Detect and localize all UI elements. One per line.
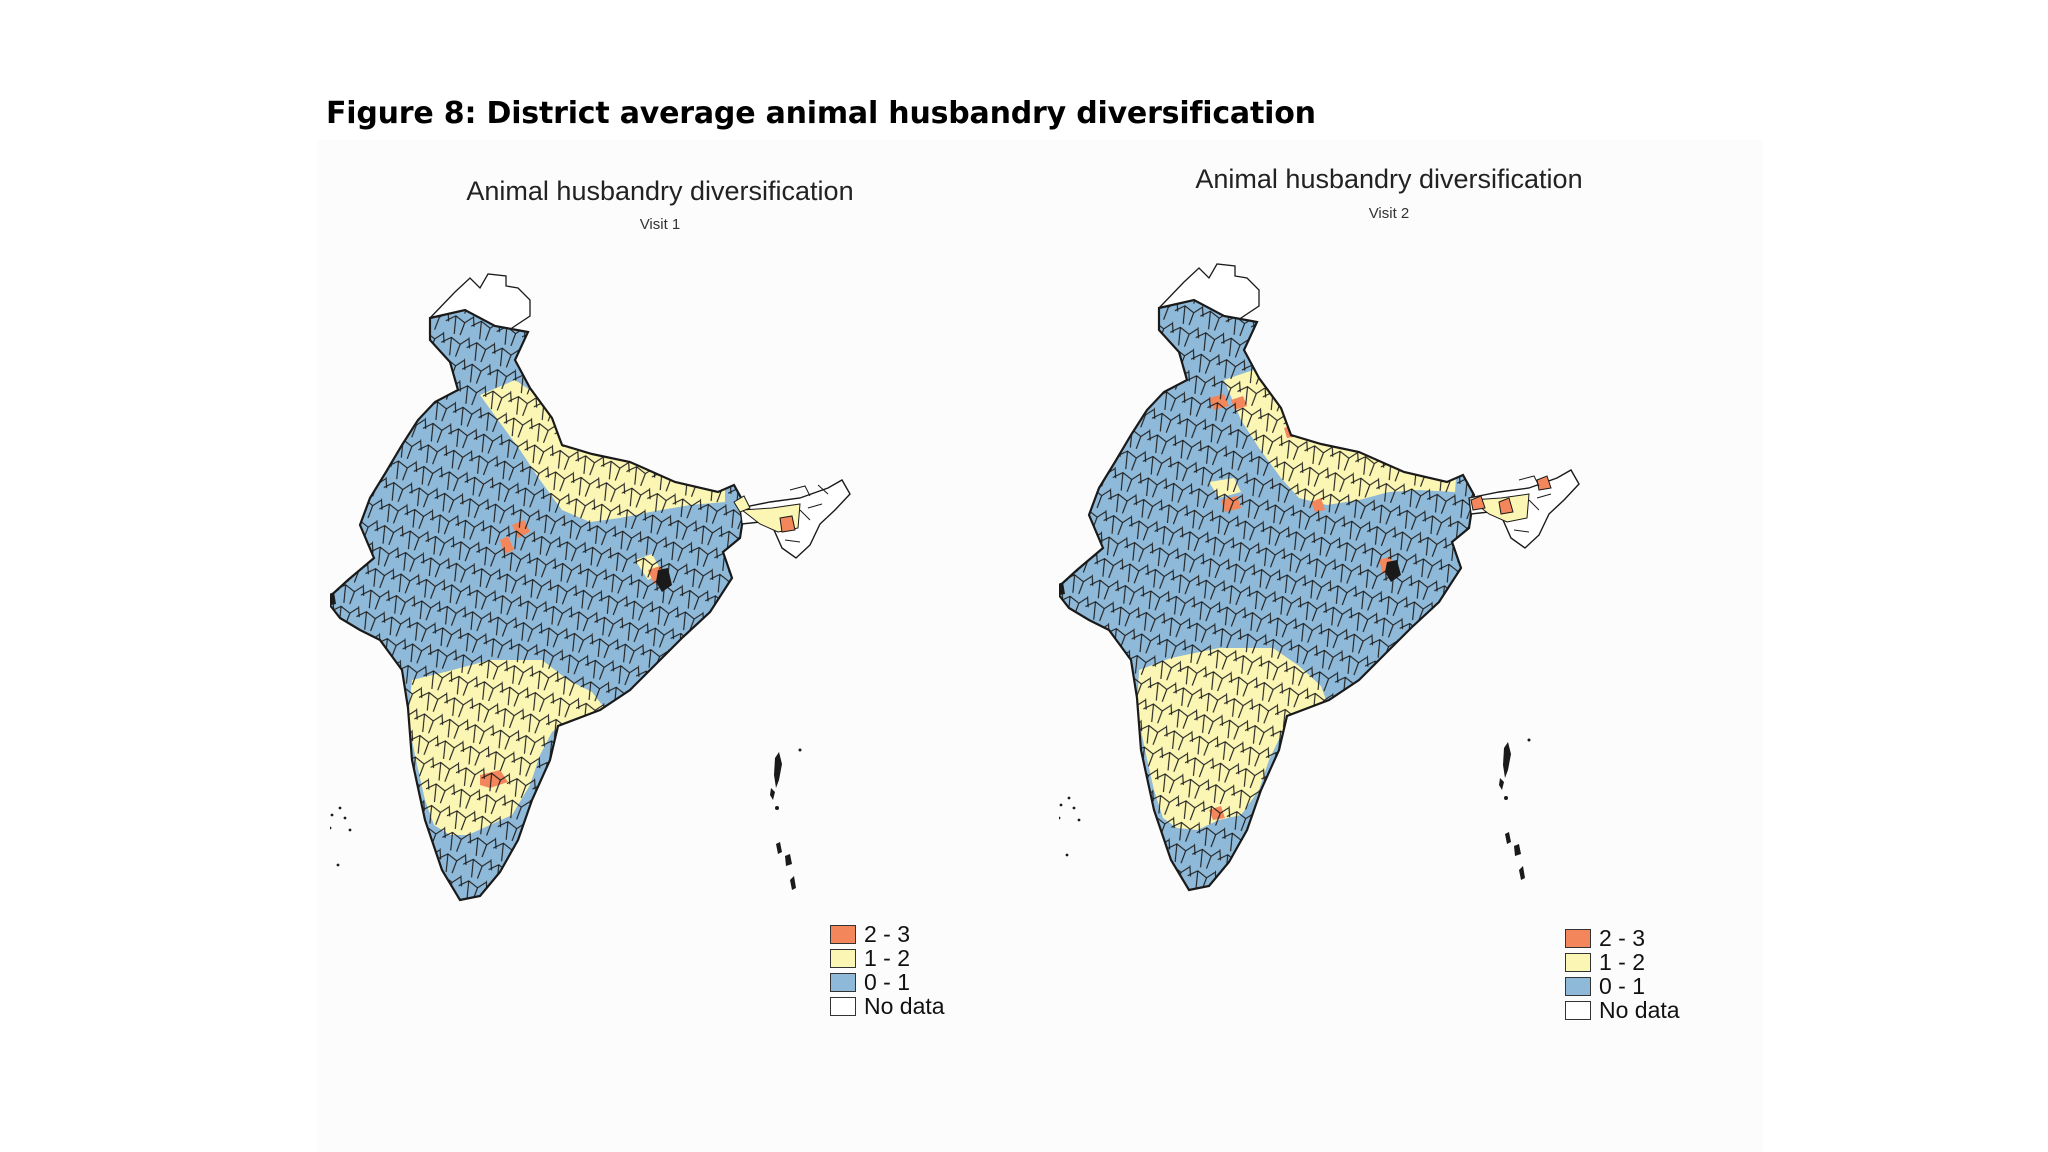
legend-label: No data xyxy=(1599,996,1680,1023)
legend-item: 2 - 3 xyxy=(1565,924,1765,951)
legend-swatch xyxy=(830,996,856,1016)
map-legend: 2 - 3 1 - 2 0 - 1 No data xyxy=(830,920,1030,1019)
andaman-islands xyxy=(1499,738,1531,880)
andaman-islands xyxy=(770,748,802,890)
lakshadweep-islands xyxy=(1059,796,1081,857)
region-northeast xyxy=(1468,469,1580,549)
map-legend: 2 - 3 1 - 2 0 - 1 No data xyxy=(1565,924,1765,1023)
map-subtitle: Visit 1 xyxy=(639,216,681,233)
lakshadweep-islands xyxy=(330,806,352,867)
legend-label: 0 - 1 xyxy=(1599,972,1646,999)
legend-item: 1 - 2 xyxy=(1565,948,1765,975)
legend-item: 0 - 1 xyxy=(830,968,1030,995)
map-title: Animal husbandry diversification xyxy=(1195,164,1583,194)
figure-title: Figure 8: District average animal husban… xyxy=(326,96,1316,131)
legend-swatch xyxy=(1565,928,1591,948)
legend-swatch xyxy=(1565,1000,1591,1020)
legend-item: 1 - 2 xyxy=(830,944,1030,971)
legend-swatch xyxy=(830,924,856,944)
legend-swatch xyxy=(1565,976,1591,996)
legend-label: 1 - 2 xyxy=(1599,948,1646,975)
legend-label: 2 - 3 xyxy=(1599,924,1646,951)
legend-item: 0 - 1 xyxy=(1565,972,1765,999)
india-district-map xyxy=(1059,263,1580,892)
map-panel-visit-1: Animal husbandry diversification Visit 1 xyxy=(330,160,990,1040)
legend-item: No data xyxy=(830,992,1030,1019)
legend-label: 0 - 1 xyxy=(864,968,911,995)
map-subtitle: Visit 2 xyxy=(1368,205,1410,222)
legend-label: 2 - 3 xyxy=(864,920,911,947)
legend-label: 1 - 2 xyxy=(864,944,911,971)
legend-swatch xyxy=(1565,952,1591,972)
legend-item: 2 - 3 xyxy=(830,920,1030,947)
map-panel-visit-2: Animal husbandry diversification Visit 2 xyxy=(1059,150,1719,1030)
legend-swatch xyxy=(830,948,856,968)
map-title: Animal husbandry diversification xyxy=(466,176,854,206)
legend-item: No data xyxy=(1565,996,1765,1023)
india-district-map xyxy=(330,273,851,902)
region-northeast xyxy=(733,479,851,559)
legend-label: No data xyxy=(864,992,945,1019)
legend-swatch xyxy=(830,972,856,992)
